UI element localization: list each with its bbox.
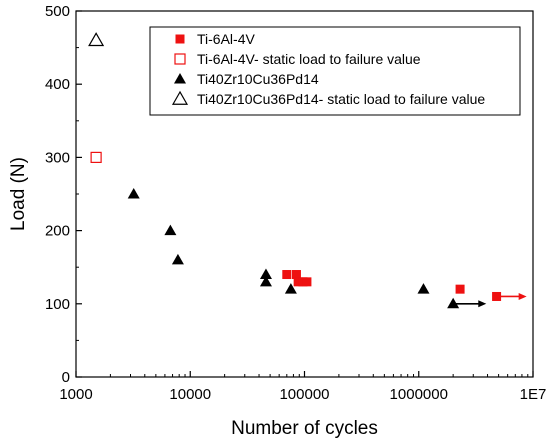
data-point bbox=[291, 270, 301, 280]
data-point bbox=[455, 284, 465, 294]
runout-arrow bbox=[496, 292, 527, 300]
legend-marker bbox=[174, 53, 186, 65]
y-tick-label: 0 bbox=[62, 369, 70, 386]
legend-label: Ti-6Al-4V- static load to failure value bbox=[197, 51, 421, 67]
y-axis-label: Load (N) bbox=[8, 157, 29, 231]
legend-marker bbox=[174, 73, 186, 84]
runout-arrow bbox=[453, 300, 487, 308]
legend: Ti-6Al-4V Ti-6Al-4V- static load to failu… bbox=[149, 26, 521, 116]
y-tick-label: 300 bbox=[45, 149, 70, 166]
data-point bbox=[259, 268, 272, 280]
data-point bbox=[90, 151, 102, 163]
data-point bbox=[417, 283, 430, 294]
series bbox=[88, 32, 105, 47]
data-point bbox=[293, 277, 303, 287]
data-point bbox=[492, 291, 502, 301]
y-tick-label: 500 bbox=[45, 3, 70, 20]
data-point bbox=[282, 270, 292, 280]
data-point bbox=[284, 283, 297, 294]
x-tick-label: 10000 bbox=[169, 386, 211, 403]
y-tick-label: 400 bbox=[45, 76, 70, 93]
legend-label: Ti-6Al-4V bbox=[197, 31, 255, 47]
legend-marker bbox=[171, 90, 189, 105]
plot-area bbox=[88, 32, 527, 309]
legend-label: Ti40Zr10Cu36Pd14 bbox=[197, 71, 319, 87]
data-point bbox=[88, 32, 105, 47]
data-point bbox=[447, 297, 460, 309]
x-tick-label: 1000000 bbox=[390, 386, 448, 403]
legend-box bbox=[149, 26, 521, 116]
legend-marker bbox=[175, 34, 185, 44]
data-point bbox=[164, 224, 177, 236]
series bbox=[282, 270, 502, 301]
y-tick-label: 200 bbox=[45, 223, 70, 240]
x-tick-label: 1000 bbox=[59, 386, 92, 403]
data-point bbox=[302, 277, 312, 287]
y-tick-label: 100 bbox=[45, 296, 70, 313]
x-tick-label: 100000 bbox=[279, 386, 329, 403]
legend-label: Ti40Zr10Cu36Pd14- static load to failure… bbox=[197, 91, 485, 107]
data-point bbox=[127, 188, 140, 199]
series bbox=[127, 188, 460, 309]
x-tick-label: 1E7 bbox=[520, 386, 547, 403]
data-point bbox=[259, 275, 272, 287]
x-axis: 1000 10000 100000 1000000 1E7 bbox=[59, 371, 546, 403]
series bbox=[90, 151, 102, 163]
y-axis: 0 100 200 300 400 500 bbox=[45, 3, 82, 386]
data-point bbox=[171, 253, 184, 265]
x-axis-label: Number of cycles bbox=[231, 418, 378, 439]
